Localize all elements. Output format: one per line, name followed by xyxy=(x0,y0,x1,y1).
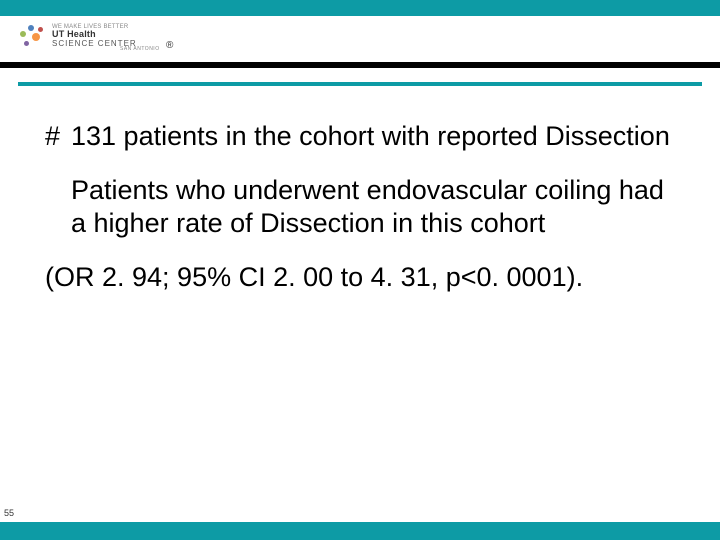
paragraph-text-1: Patients who underwent endovascular coil… xyxy=(71,174,675,239)
logo-dot-icon xyxy=(20,31,26,37)
bullet-item: # 131 patients in the cohort with report… xyxy=(45,120,675,152)
page-number: 55 xyxy=(4,508,14,518)
bullet-mark: # xyxy=(45,120,71,152)
bottom-accent-bar xyxy=(0,522,720,540)
top-accent-bar xyxy=(0,0,720,16)
logo-dot-icon xyxy=(24,41,29,46)
bullet-spacer xyxy=(45,174,71,239)
logo-dots-icon xyxy=(18,23,48,49)
logo-dot-icon xyxy=(38,27,43,32)
divider-bar-black xyxy=(0,62,720,68)
logo-text: WE MAKE LIVES BETTER UT Health SCIENCE C… xyxy=(52,24,137,48)
bullet-text: 131 patients in the cohort with reported… xyxy=(71,120,675,152)
slide: WE MAKE LIVES BETTER UT Health SCIENCE C… xyxy=(0,0,720,540)
logo-dot-icon xyxy=(32,33,40,41)
paragraph-text-2: (OR 2. 94; 95% CI 2. 00 to 4. 31, p<0. 0… xyxy=(45,261,675,293)
trademark-icon: ® xyxy=(166,40,173,51)
logo-dot-icon xyxy=(28,25,34,31)
divider-bar-teal xyxy=(18,82,702,86)
logo-location: SAN ANTONIO xyxy=(120,46,160,52)
paragraph: Patients who underwent endovascular coil… xyxy=(45,174,675,293)
slide-body: # 131 patients in the cohort with report… xyxy=(45,120,675,294)
